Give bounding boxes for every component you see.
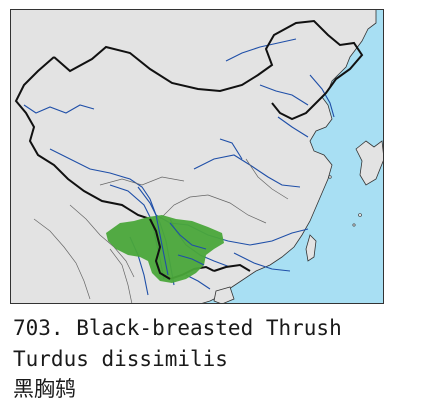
province-borders <box>33 158 289 304</box>
range-overlay-lines <box>149 214 207 280</box>
land-hainan <box>213 286 235 304</box>
china-border-west <box>14 56 151 220</box>
islands <box>328 175 362 227</box>
land-taiwan <box>305 234 317 262</box>
map-svg <box>10 9 384 304</box>
species-title: 703. Black-breasted Thrush <box>13 316 342 340</box>
vietnam-border <box>213 263 251 272</box>
china-border <box>53 19 364 121</box>
range-map <box>10 9 384 304</box>
scientific-name: Turdus dissimilis <box>13 347 228 371</box>
map-border <box>10 9 384 304</box>
land-korea <box>355 140 384 186</box>
land <box>10 9 377 304</box>
chinese-name: 黑胸鸫 <box>13 377 76 401</box>
species-range <box>106 215 224 283</box>
